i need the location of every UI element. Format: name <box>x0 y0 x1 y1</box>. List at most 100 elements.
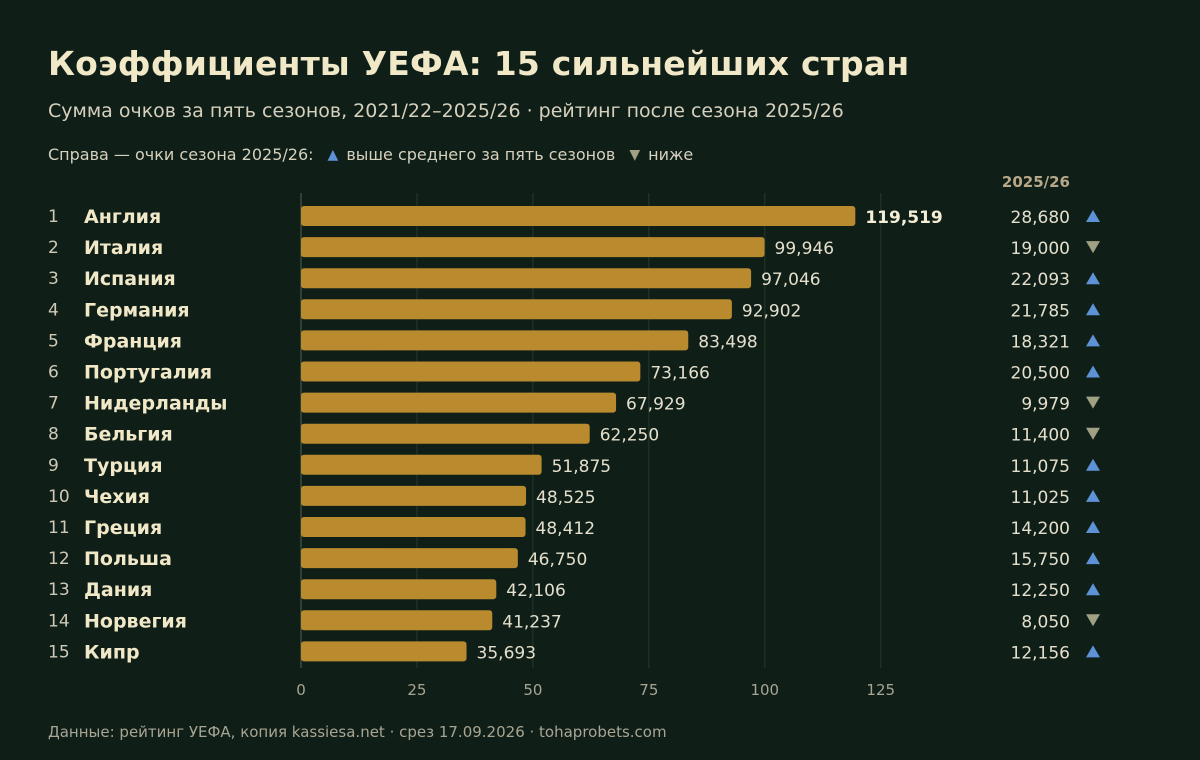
bar <box>301 548 518 569</box>
data-label: 83,498 <box>698 332 757 352</box>
x-tick-label: 100 <box>750 681 779 699</box>
season-column-header: 2025/26 <box>1001 173 1070 191</box>
chart-title: Коэффициенты УЕФА: 15 сильнейших стран <box>48 44 910 83</box>
x-tick-label: 25 <box>407 681 426 699</box>
season-value: 8,050 <box>1021 612 1070 632</box>
category-label: Нидерланды <box>84 393 227 415</box>
data-label: 51,875 <box>552 457 611 477</box>
bar <box>301 392 617 413</box>
category-label: Англия <box>84 206 161 228</box>
bar <box>301 237 765 258</box>
triangle-up-icon <box>1086 272 1100 285</box>
season-value: 12,156 <box>1011 643 1070 663</box>
data-label: 48,525 <box>536 488 595 508</box>
season-value: 28,680 <box>1011 208 1070 228</box>
triangle-up-icon <box>1086 583 1100 596</box>
category-label: Германия <box>84 299 190 321</box>
data-label: 48,412 <box>536 519 595 539</box>
bar <box>301 579 497 600</box>
category-label: Дания <box>84 579 152 601</box>
rank-label: 11 <box>48 518 70 538</box>
triangle-up-icon <box>1086 334 1100 347</box>
data-label: 99,946 <box>775 239 834 259</box>
legend-up-label: выше среднего за пять сезонов <box>346 145 616 164</box>
triangle-up-icon <box>1086 489 1100 502</box>
category-label: Турция <box>84 455 163 477</box>
data-label: 73,166 <box>650 364 709 384</box>
category-label: Греция <box>84 517 162 539</box>
season-value: 12,250 <box>1011 581 1070 601</box>
x-tick-label: 125 <box>866 681 895 699</box>
triangle-down-icon <box>1086 241 1100 254</box>
bar <box>301 330 689 351</box>
legend: Справа — очки сезона 2025/26: ▲ выше сре… <box>48 145 693 164</box>
rank-label: 8 <box>48 425 59 445</box>
data-label: 119,519 <box>865 208 942 228</box>
data-label: 46,750 <box>528 550 587 570</box>
season-value: 22,093 <box>1011 270 1070 290</box>
x-tick-label: 50 <box>523 681 542 699</box>
triangle-up-icon <box>1086 552 1100 565</box>
category-label: Польша <box>84 548 172 570</box>
triangle-down-icon <box>1086 614 1100 627</box>
rank-label: 13 <box>48 580 70 600</box>
bar <box>301 485 527 506</box>
rank-label: 7 <box>48 394 59 414</box>
rank-label: 1 <box>48 207 59 227</box>
bar <box>301 361 641 382</box>
rank-label: 10 <box>48 487 70 507</box>
category-label: Бельгия <box>84 424 173 446</box>
data-label: 62,250 <box>600 426 659 446</box>
chart-subtitle: Сумма очков за пять сезонов, 2021/22–202… <box>48 100 844 122</box>
data-label: 97,046 <box>761 270 820 290</box>
rank-label: 2 <box>48 238 59 258</box>
triangle-down-icon <box>1086 427 1100 440</box>
season-value: 11,025 <box>1011 488 1070 508</box>
rank-label: 14 <box>48 611 70 631</box>
triangle-down-icon <box>1086 396 1100 409</box>
triangle-down-icon: ▼ <box>629 146 641 163</box>
season-value: 19,000 <box>1011 239 1070 259</box>
season-value: 15,750 <box>1011 550 1070 570</box>
category-label: Франция <box>84 330 182 352</box>
rank-label: 15 <box>48 642 70 662</box>
category-label: Чехия <box>84 486 150 508</box>
source-note: Данные: рейтинг УЕФА, копия kassiesa.net… <box>48 723 667 741</box>
season-value: 20,500 <box>1011 364 1070 384</box>
season-value: 14,200 <box>1011 519 1070 539</box>
rank-label: 9 <box>48 456 59 476</box>
category-label: Италия <box>84 237 163 259</box>
bar <box>301 423 590 444</box>
bar <box>301 268 752 289</box>
rank-label: 12 <box>48 549 70 569</box>
legend-down-label: ниже <box>648 145 694 164</box>
legend-prefix: Справа — очки сезона 2025/26: <box>48 145 314 164</box>
season-value: 21,785 <box>1011 301 1070 321</box>
rank-label: 5 <box>48 331 59 351</box>
x-tick-label: 75 <box>639 681 658 699</box>
bar <box>301 454 542 475</box>
data-label: 41,237 <box>502 612 561 632</box>
rank-label: 4 <box>48 300 59 320</box>
triangle-up-icon <box>1086 645 1100 658</box>
data-label: 67,929 <box>626 395 685 415</box>
x-tick-label: 0 <box>296 681 306 699</box>
category-label: Кипр <box>84 641 140 663</box>
bar <box>301 610 493 631</box>
category-label: Норвегия <box>84 610 187 632</box>
rank-label: 6 <box>48 363 59 383</box>
bar <box>301 299 732 320</box>
triangle-up-icon: ▲ <box>327 146 339 163</box>
category-label: Португалия <box>84 362 212 384</box>
rank-label: 3 <box>48 269 59 289</box>
data-label: 35,693 <box>477 643 536 663</box>
triangle-up-icon <box>1086 365 1100 378</box>
data-label: 42,106 <box>506 581 565 601</box>
category-label: Испания <box>84 268 176 290</box>
season-value: 18,321 <box>1011 332 1070 352</box>
triangle-up-icon <box>1086 521 1100 533</box>
triangle-up-icon <box>1086 303 1100 316</box>
triangle-up-icon <box>1086 210 1100 222</box>
season-value: 11,400 <box>1011 426 1070 446</box>
triangle-up-icon <box>1086 458 1100 471</box>
